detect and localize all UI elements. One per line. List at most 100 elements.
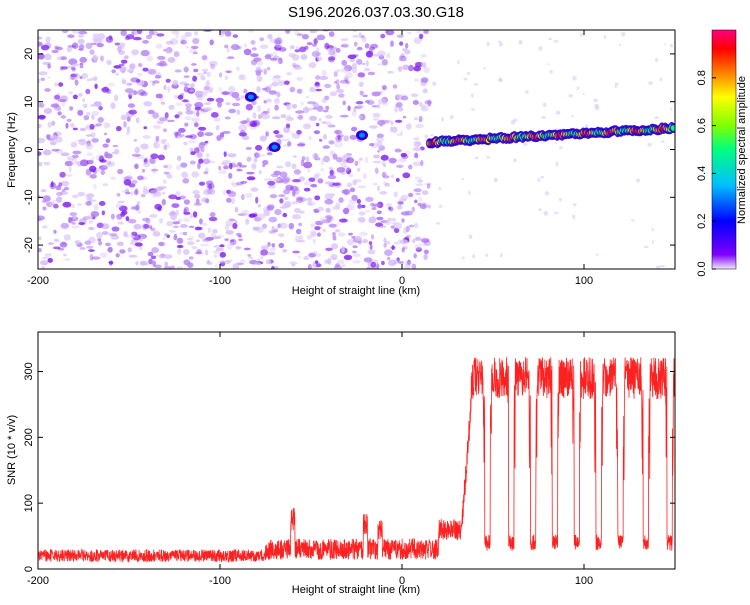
heatmap-noise-blob xyxy=(164,63,168,67)
heatmap-noise-blob xyxy=(123,121,127,128)
heatmap-noise-blob xyxy=(240,193,245,201)
heatmap-noise-blob xyxy=(252,47,257,51)
heatmap-noise-blob xyxy=(357,167,361,172)
heatmap-noise-blob xyxy=(189,213,194,219)
heatmap-noise-blob xyxy=(228,172,233,179)
y-tick-label: -20 xyxy=(23,237,35,253)
heatmap-noise-blob xyxy=(280,114,287,118)
heatmap-noise-blob xyxy=(99,165,103,169)
heatmap-noise-blob xyxy=(283,189,290,195)
heatmap-noise-blob xyxy=(274,39,281,46)
heatmap-noise-blob xyxy=(333,129,340,135)
colorbar-tick-label: 0.2 xyxy=(696,214,708,229)
heatmap-noise-blob xyxy=(286,72,292,76)
heatmap-noise-blob xyxy=(381,260,385,266)
x-tick-label: -200 xyxy=(27,275,49,287)
heatmap-noise-blob xyxy=(117,45,122,53)
heatmap-noise-blob xyxy=(354,178,362,183)
heatmap-noise-blob xyxy=(289,261,298,265)
heatmap-noise-blob xyxy=(358,115,363,119)
heatmap-noise-blob xyxy=(414,236,422,241)
heatmap-noise-blob xyxy=(54,45,59,50)
heatmap-noise-blob xyxy=(241,209,250,216)
heatmap-noise-blob xyxy=(110,213,115,220)
heatmap-noise-blob xyxy=(296,33,303,36)
heatmap-noise-blob xyxy=(156,120,164,125)
heatmap-noise-blob xyxy=(359,90,364,96)
figure-title: S196.2026.037.03.30.G18 xyxy=(288,4,464,21)
x-tick-label: -100 xyxy=(209,575,231,587)
heatmap-noise-blob xyxy=(418,115,423,123)
heatmap-noise-blob xyxy=(461,177,465,181)
heatmap-noise-blob xyxy=(38,114,46,120)
heatmap-noise-blob xyxy=(162,191,166,195)
heatmap-noise-blob xyxy=(181,171,189,179)
heatmap-noise-blob xyxy=(126,126,130,132)
heatmap-noise-blob xyxy=(384,249,393,256)
heatmap-noise-blob xyxy=(38,123,42,129)
heatmap-noise-blob xyxy=(377,103,381,109)
heatmap-noise-blob xyxy=(142,40,149,44)
heatmap-noise-blob xyxy=(203,107,212,112)
heatmap-noise-blob xyxy=(86,112,91,116)
heatmap-noise-blob xyxy=(184,122,189,127)
heatmap-noise-blob xyxy=(294,63,300,70)
heatmap-noise-blob xyxy=(384,182,391,187)
heatmap-noise-blob xyxy=(352,62,357,70)
heatmap-noise-blob xyxy=(175,196,181,200)
heatmap-noise-blob xyxy=(58,182,63,187)
heatmap-noise-blob xyxy=(86,152,94,156)
heatmap-noise-blob xyxy=(309,223,316,228)
heatmap-noise-blob xyxy=(292,214,301,220)
heatmap-noise-blob xyxy=(213,118,221,122)
heatmap-noise-blob xyxy=(381,171,386,178)
heatmap-noise-blob xyxy=(235,246,242,250)
heatmap-noise-blob xyxy=(128,109,137,115)
heatmap-noise-blob xyxy=(199,218,203,225)
x-tick-label: 100 xyxy=(575,575,593,587)
heatmap-noise-blob xyxy=(432,81,437,87)
heatmap-noise-blob xyxy=(88,226,95,231)
heatmap-noise-blob xyxy=(183,75,190,78)
heatmap-noise-blob xyxy=(342,207,350,215)
heatmap-noise-blob xyxy=(90,211,100,218)
heatmap-noise-blob xyxy=(239,165,248,168)
heatmap-noise-blob xyxy=(547,63,550,66)
heatmap-noise-blob xyxy=(388,259,397,267)
heatmap-noise-blob xyxy=(648,81,654,85)
heatmap-noise-blob xyxy=(317,232,321,237)
heatmap-noise-blob xyxy=(419,33,424,40)
heatmap-noise-blob xyxy=(269,194,278,199)
heatmap-noise-blob xyxy=(362,94,368,98)
heatmap-noise-blob xyxy=(292,179,301,183)
heatmap-noise-blob xyxy=(388,206,391,210)
heatmap-noise-blob xyxy=(207,188,213,195)
heatmap-noise-blob xyxy=(49,140,57,146)
heatmap-noise-blob xyxy=(53,131,62,137)
heatmap-noise-blob xyxy=(654,116,659,120)
heatmap-noise-blob xyxy=(353,107,357,113)
heatmap-noise-blob xyxy=(166,221,174,227)
heatmap-noise-blob xyxy=(250,53,259,57)
x-tick-label: 0 xyxy=(399,575,405,587)
heatmap-noise-blob xyxy=(348,199,357,205)
heatmap-noise-blob xyxy=(72,127,78,131)
heatmap-noise-blob xyxy=(184,116,192,121)
heatmap-noise-blob xyxy=(349,187,356,193)
heatmap-noise-blob xyxy=(485,253,488,257)
heatmap-noise-blob xyxy=(660,265,666,268)
heatmap-noise-blob xyxy=(157,55,166,60)
heatmap-noise-blob xyxy=(541,115,546,119)
heatmap-noise-blob xyxy=(212,236,221,240)
heatmap-noise-blob xyxy=(422,88,428,94)
y-tick-label: 300 xyxy=(23,362,35,380)
heatmap-noise-blob xyxy=(356,198,361,204)
heatmap-noise-blob xyxy=(358,211,366,216)
heatmap-noise-blob xyxy=(267,67,271,71)
heatmap-noise-blob xyxy=(364,156,369,164)
heatmap-noise-blob xyxy=(152,80,160,84)
heatmap-noise-blob xyxy=(342,100,346,106)
heatmap-noise-blob xyxy=(361,204,366,209)
heatmap-noise-blob xyxy=(40,44,50,51)
heatmap-noise-blob xyxy=(315,253,321,257)
